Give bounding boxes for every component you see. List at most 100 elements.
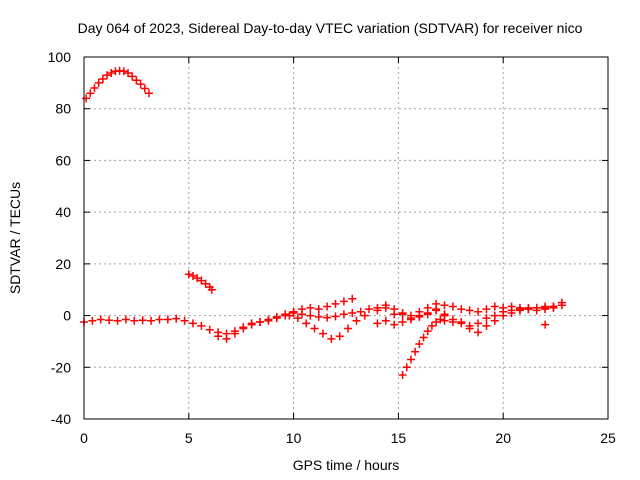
data-point <box>188 272 197 281</box>
data-point <box>247 320 256 329</box>
data-point <box>128 72 137 81</box>
data-point <box>98 74 107 83</box>
data-point <box>398 310 407 319</box>
data-point <box>515 306 524 315</box>
data-point <box>230 329 239 338</box>
data-point <box>121 315 130 324</box>
y-tick-label: -20 <box>51 359 71 375</box>
data-point <box>88 316 97 325</box>
data-point <box>272 314 281 323</box>
x-tick-label: 0 <box>80 430 88 446</box>
data-point <box>499 311 508 320</box>
data-point <box>130 316 139 325</box>
data-point <box>532 303 541 312</box>
data-point <box>297 305 306 314</box>
data-point <box>448 315 457 324</box>
data-point <box>348 308 357 317</box>
data-point <box>285 311 294 320</box>
data-point <box>419 333 428 342</box>
data-point <box>348 294 357 303</box>
data-point <box>490 302 499 311</box>
data-point <box>207 285 216 294</box>
data-point <box>423 327 432 336</box>
data-point <box>541 303 550 312</box>
data-point <box>318 329 327 338</box>
data-point <box>541 320 550 329</box>
data-point <box>331 299 340 308</box>
data-point <box>314 305 323 314</box>
y-tick-label: -40 <box>51 411 71 427</box>
data-point <box>306 303 315 312</box>
x-tick-labels: 0 5 10 15 20 25 <box>80 430 616 446</box>
series-baseline-b <box>214 294 357 343</box>
x-tick-label: 25 <box>600 430 616 446</box>
data-point <box>482 314 491 323</box>
data-point <box>323 313 332 322</box>
x-tick-label: 20 <box>495 430 511 446</box>
data-point <box>490 316 499 325</box>
data-point <box>381 301 390 310</box>
data-point <box>105 316 114 325</box>
data-point <box>436 315 445 324</box>
data-point <box>163 315 172 324</box>
data-point <box>140 84 149 93</box>
data-point <box>90 84 99 93</box>
data-point <box>113 316 122 325</box>
axis-ticks <box>83 56 609 420</box>
data-point <box>222 334 231 343</box>
data-point <box>138 316 147 325</box>
data-point <box>314 312 323 321</box>
data-point <box>264 316 273 325</box>
y-tick-label: 60 <box>55 152 71 168</box>
data-point <box>103 71 112 80</box>
data-point <box>155 315 164 324</box>
data-point <box>86 89 95 98</box>
data-point <box>201 279 210 288</box>
y-tick-label: 20 <box>55 256 71 272</box>
data-points <box>80 66 566 380</box>
data-point <box>427 321 436 330</box>
data-point <box>474 307 483 316</box>
data-point <box>197 321 206 330</box>
data-point <box>406 314 415 323</box>
data-point <box>402 363 411 372</box>
data-point <box>136 80 145 89</box>
data-point <box>373 306 382 315</box>
series-isolated <box>541 320 550 329</box>
x-axis-label: GPS time / hours <box>293 457 400 473</box>
data-point <box>465 324 474 333</box>
data-point <box>147 316 156 325</box>
data-point <box>302 319 311 328</box>
data-point <box>132 76 141 85</box>
data-point <box>482 321 491 330</box>
data-point <box>172 314 181 323</box>
data-point <box>256 318 265 327</box>
data-point <box>239 324 248 333</box>
data-point <box>474 328 483 337</box>
data-point <box>390 305 399 314</box>
data-point <box>549 302 558 311</box>
data-point <box>339 297 348 306</box>
data-point <box>289 307 298 316</box>
data-point <box>119 67 128 76</box>
series-arc-mid <box>184 270 216 294</box>
data-point <box>293 314 302 323</box>
data-point <box>415 311 424 320</box>
data-point <box>557 298 566 307</box>
data-point <box>82 94 91 103</box>
series-arc-high <box>82 66 153 103</box>
data-point <box>205 325 214 334</box>
data-point <box>440 301 449 310</box>
y-tick-label: 100 <box>48 49 72 65</box>
data-point <box>365 305 374 314</box>
series-dip-a <box>285 311 369 343</box>
series-rise-a <box>398 311 449 380</box>
y-tick-labels: -40 -20 0 20 40 60 80 100 <box>48 49 72 427</box>
grid-lines <box>84 57 608 419</box>
data-point <box>188 319 197 328</box>
y-axis-label: SDTVAR / TECUs <box>7 182 23 294</box>
data-point <box>474 319 483 328</box>
data-point <box>197 276 206 285</box>
data-point <box>524 305 533 314</box>
